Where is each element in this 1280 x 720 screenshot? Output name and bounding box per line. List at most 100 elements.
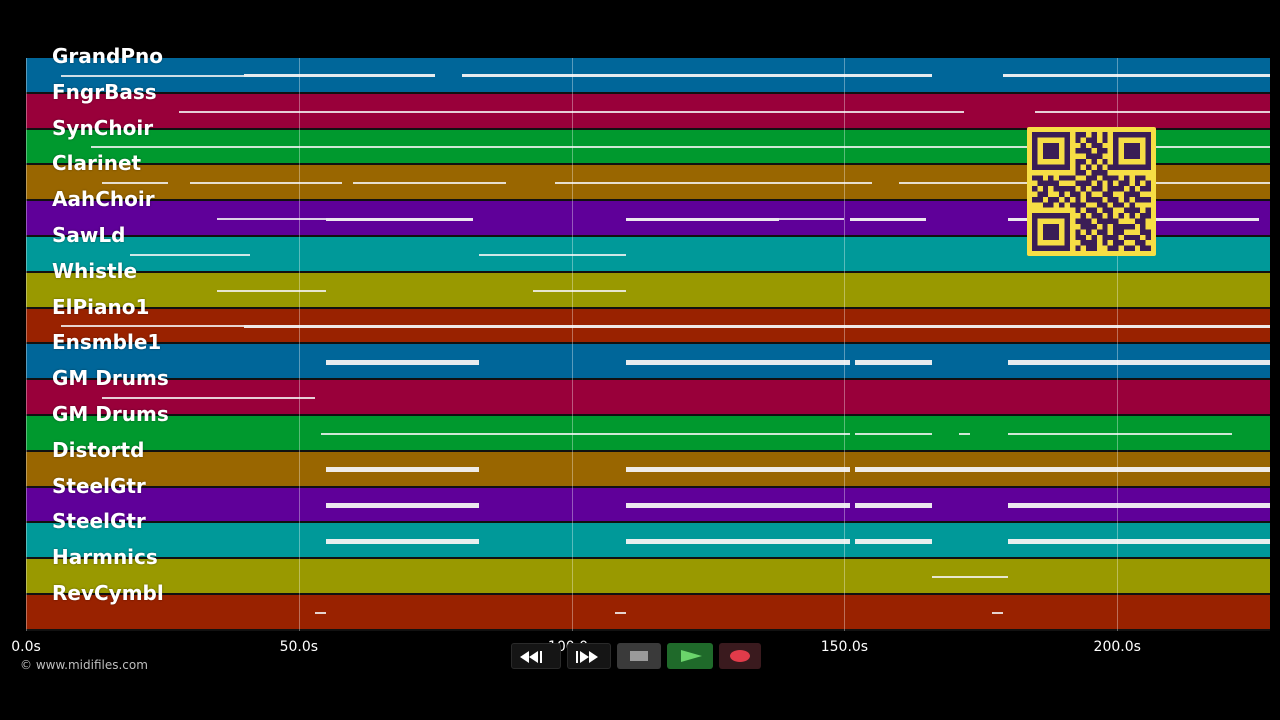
track-notes <box>26 344 1270 380</box>
track-lane: Harmnics <box>26 545 1270 595</box>
qr-module <box>1086 175 1092 181</box>
axis-tick-label: 50.0s <box>279 639 319 655</box>
qr-code <box>1027 127 1156 256</box>
qr-module <box>1123 245 1130 251</box>
qr-module <box>1048 164 1054 170</box>
qr-module <box>1134 153 1141 160</box>
track-notes <box>26 58 1270 94</box>
qr-module <box>1042 191 1049 197</box>
grid-line <box>298 58 300 631</box>
qr-module <box>1140 223 1146 230</box>
qr-module <box>1129 164 1135 170</box>
midi-note-bar <box>626 432 850 435</box>
qr-module <box>1091 142 1097 149</box>
qr-module <box>1053 223 1060 230</box>
qr-module <box>1096 229 1103 235</box>
qr-module <box>1091 196 1097 203</box>
play-icon <box>681 650 702 662</box>
qr-module <box>1080 218 1087 224</box>
qr-module <box>1048 245 1054 251</box>
qr-module <box>1102 207 1108 214</box>
qr-module <box>1091 240 1097 246</box>
qr-module <box>1048 148 1054 154</box>
midi-note-bar <box>615 611 627 614</box>
qr-module <box>1032 213 1038 219</box>
stop-icon <box>630 651 648 661</box>
midi-note-bar <box>626 359 850 365</box>
qr-module <box>1123 207 1130 214</box>
qr-module <box>1096 148 1103 154</box>
play-button[interactable] <box>667 643 713 669</box>
midi-note-bar <box>555 182 872 185</box>
qr-module <box>1096 186 1103 192</box>
qr-module <box>1053 148 1060 154</box>
qr-module <box>1037 164 1043 170</box>
qr-module <box>1091 153 1097 160</box>
qr-module <box>1080 186 1087 192</box>
qr-module <box>1059 202 1065 208</box>
qr-module <box>1042 142 1049 149</box>
qr-module <box>1064 229 1070 235</box>
midi-note-bar <box>991 611 1003 614</box>
qr-module <box>1113 159 1119 165</box>
grid-line <box>571 58 573 631</box>
qr-module <box>1113 164 1119 170</box>
qr-module <box>1129 186 1135 192</box>
qr-module <box>1123 142 1130 149</box>
midi-note-bar <box>778 218 845 221</box>
midi-note-bar <box>1008 538 1270 544</box>
qr-module <box>1096 164 1103 170</box>
qr-module <box>1037 180 1043 187</box>
stop-button[interactable] <box>617 643 661 669</box>
qr-module <box>1107 245 1114 251</box>
qr-module <box>1080 169 1087 176</box>
qr-module <box>1113 186 1119 192</box>
qr-module <box>1053 132 1060 138</box>
track-name: SteelGtr <box>52 509 146 534</box>
qr-module <box>1053 180 1060 187</box>
qr-module <box>1096 169 1103 176</box>
rewind-button[interactable] <box>511 643 561 669</box>
qr-module <box>1129 234 1135 241</box>
qr-module <box>1113 202 1119 208</box>
qr-module <box>1118 223 1124 230</box>
qr-module <box>1123 164 1130 170</box>
qr-module <box>1096 213 1103 219</box>
midi-note-bar <box>102 182 168 185</box>
qr-module <box>1080 202 1087 208</box>
track-lane: GM Drums <box>26 366 1270 416</box>
fast-forward-button[interactable] <box>567 643 611 669</box>
qr-module <box>1042 213 1049 219</box>
qr-module <box>1096 202 1103 208</box>
qr-module <box>1042 164 1049 170</box>
track-name: Clarinet <box>52 151 142 176</box>
qr-module <box>1064 196 1070 203</box>
qr-module <box>1102 191 1108 197</box>
qr-module <box>1037 175 1043 181</box>
qr-module <box>1075 169 1081 176</box>
record-button[interactable] <box>719 643 761 669</box>
qr-module <box>1059 213 1065 219</box>
qr-module <box>1140 229 1146 235</box>
qr-module <box>1129 223 1135 230</box>
qr-module <box>1048 196 1054 203</box>
qr-module <box>1140 132 1146 138</box>
qr-module <box>1080 180 1087 187</box>
qr-module <box>1032 159 1038 165</box>
qr-module <box>1064 186 1070 192</box>
track-notes <box>26 309 1270 345</box>
midi-note-bar <box>129 253 250 256</box>
qr-module <box>1064 240 1070 246</box>
track-name: GM Drums <box>52 366 169 391</box>
track-notes <box>26 559 1270 595</box>
qr-module <box>1096 142 1103 149</box>
midi-note-bar <box>626 467 850 473</box>
qr-module <box>1086 207 1092 214</box>
track-lane: Whistle <box>26 259 1270 309</box>
qr-module <box>1091 175 1097 181</box>
qr-module <box>1134 148 1141 154</box>
qr-module <box>1129 148 1135 154</box>
qr-module <box>1042 132 1049 138</box>
qr-module <box>1113 175 1119 181</box>
qr-module <box>1037 213 1043 219</box>
